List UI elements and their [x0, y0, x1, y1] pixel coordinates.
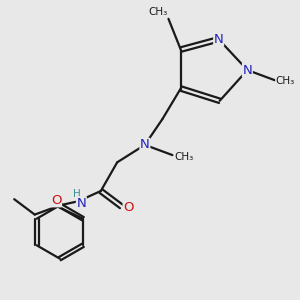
Text: CH₃: CH₃ — [148, 7, 168, 16]
Text: N: N — [140, 138, 150, 152]
Text: CH₃: CH₃ — [276, 76, 295, 86]
Text: H: H — [74, 189, 81, 199]
Text: N: N — [76, 197, 86, 210]
Text: O: O — [51, 194, 62, 207]
Text: CH₃: CH₃ — [174, 152, 194, 162]
Text: N: N — [242, 64, 252, 76]
Text: O: O — [123, 201, 134, 214]
Text: N: N — [214, 33, 224, 46]
